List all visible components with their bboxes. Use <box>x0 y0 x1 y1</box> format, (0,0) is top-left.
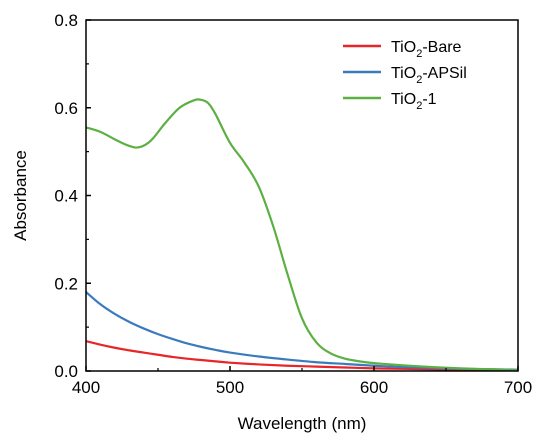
legend-entry-1: TiO2-Bare <box>343 39 462 60</box>
ticks-layer: 400 500 600 700 0.0 0.2 0.4 0.6 0.8 <box>54 11 532 397</box>
legend-label: TiO2-1 <box>391 91 437 112</box>
y-axis-title: Absorbance <box>11 150 30 241</box>
x-axis-title: Wavelength (nm) <box>238 414 367 433</box>
y-tick-label: 0.6 <box>54 99 78 118</box>
series-line-1 <box>86 340 518 371</box>
series-line-3 <box>86 98 518 371</box>
legend: TiO2-Bare TiO2-APSil TiO2-1 <box>343 39 467 112</box>
legend-entry-2: TiO2-APSil <box>343 65 467 86</box>
legend-label: TiO2-APSil <box>391 65 467 86</box>
series-layer <box>86 98 518 371</box>
x-tick-label: 400 <box>72 378 100 397</box>
y-tick-label: 0.2 <box>54 274 78 293</box>
x-tick-label: 600 <box>360 378 388 397</box>
x-tick-label: 500 <box>216 378 244 397</box>
y-tick-label: 0.0 <box>54 362 78 381</box>
y-tick-label: 0.8 <box>54 11 78 30</box>
x-tick-label: 700 <box>504 378 532 397</box>
y-tick-label: 0.4 <box>54 187 78 206</box>
series-line-2 <box>86 290 518 371</box>
legend-entry-3: TiO2-1 <box>343 91 437 112</box>
legend-label: TiO2-Bare <box>391 39 462 60</box>
